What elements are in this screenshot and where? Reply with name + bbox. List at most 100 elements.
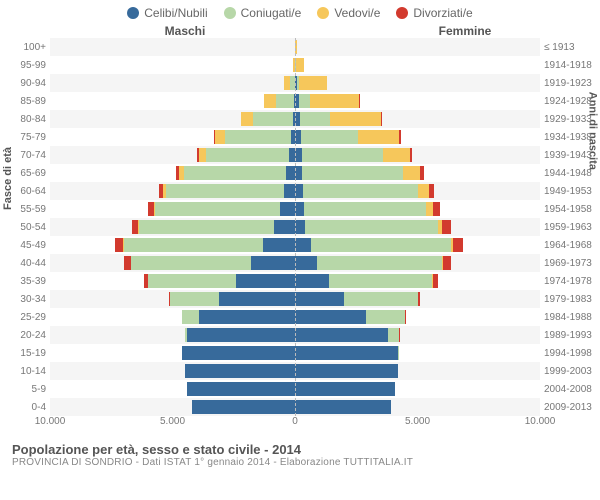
- header-male: Maschi: [0, 24, 320, 38]
- bar-male: [241, 112, 295, 126]
- seg-divorziati: [433, 274, 438, 288]
- birth-year-label: 1919-1923: [544, 78, 598, 89]
- seg-vedovi: [264, 94, 276, 108]
- x-tick: 0: [292, 416, 298, 427]
- legend-label: Coniugati/e: [241, 6, 302, 20]
- seg-celibi: [295, 328, 388, 342]
- seg-celibi: [295, 166, 302, 180]
- seg-coniugati: [182, 310, 199, 324]
- seg-coniugati: [302, 166, 402, 180]
- seg-vedovi: [284, 76, 291, 90]
- seg-vedovi: [403, 166, 420, 180]
- legend-item: Vedovi/e: [317, 6, 380, 20]
- seg-vedovi: [383, 148, 410, 162]
- seg-celibi: [295, 238, 311, 252]
- seg-celibi: [185, 364, 295, 378]
- bar-female: [295, 310, 406, 324]
- bar-female: [295, 76, 327, 90]
- bar-male: [187, 382, 295, 396]
- x-tick: 5.000: [405, 416, 430, 427]
- seg-coniugati: [184, 166, 287, 180]
- seg-celibi: [295, 310, 366, 324]
- bar-male: [214, 130, 295, 144]
- seg-coniugati: [299, 94, 310, 108]
- age-label: 95-99: [2, 60, 46, 71]
- x-tick: 5.000: [160, 416, 185, 427]
- chart-footer: Popolazione per età, sesso e stato civil…: [12, 442, 600, 468]
- x-axis: 10.0005.00005.00010.000: [50, 416, 540, 436]
- seg-celibi: [295, 184, 303, 198]
- seg-coniugati: [300, 112, 329, 126]
- legend-item: Divorziati/e: [396, 6, 472, 20]
- seg-coniugati: [398, 346, 399, 360]
- legend-label: Celibi/Nubili: [144, 6, 207, 20]
- age-label: 65-69: [2, 168, 46, 179]
- birth-year-label: 1999-2003: [544, 366, 598, 377]
- legend-item: Coniugati/e: [224, 6, 302, 20]
- seg-celibi: [295, 220, 305, 234]
- seg-coniugati: [329, 274, 432, 288]
- seg-divorziati: [442, 220, 451, 234]
- age-label: 60-64: [2, 186, 46, 197]
- bar-female: [295, 274, 438, 288]
- seg-coniugati: [166, 184, 284, 198]
- seg-divorziati: [410, 148, 412, 162]
- age-label: 100+: [2, 42, 46, 53]
- bar-female: [295, 256, 451, 270]
- bar-female: [295, 364, 398, 378]
- bar-female: [295, 202, 440, 216]
- plot-area: 100+≤ 191395-991914-191890-941919-192385…: [50, 38, 540, 416]
- age-label: 85-89: [2, 96, 46, 107]
- age-label: 50-54: [2, 222, 46, 233]
- seg-coniugati: [139, 220, 274, 234]
- birth-year-label: 2004-2008: [544, 384, 598, 395]
- seg-celibi: [295, 400, 391, 414]
- seg-celibi: [295, 256, 317, 270]
- bar-male: [264, 94, 295, 108]
- birth-year-label: 1969-1973: [544, 258, 598, 269]
- bar-female: [295, 238, 463, 252]
- age-label: 45-49: [2, 240, 46, 251]
- legend-item: Celibi/Nubili: [127, 6, 207, 20]
- header-female: Femmine: [320, 24, 600, 38]
- column-headers: Maschi Femmine: [0, 24, 600, 38]
- chart-title: Popolazione per età, sesso e stato civil…: [12, 442, 600, 457]
- seg-coniugati: [305, 220, 437, 234]
- bar-male: [176, 166, 295, 180]
- seg-celibi: [251, 256, 295, 270]
- bar-female: [295, 184, 434, 198]
- seg-vedovi: [241, 112, 253, 126]
- bar-female: [295, 382, 395, 396]
- bar-male: [159, 184, 295, 198]
- seg-coniugati: [206, 148, 289, 162]
- birth-year-label: 1974-1978: [544, 276, 598, 287]
- age-label: 40-44: [2, 258, 46, 269]
- birth-year-label: 2009-2013: [544, 402, 598, 413]
- seg-coniugati: [344, 292, 418, 306]
- age-label: 90-94: [2, 78, 46, 89]
- birth-year-label: 1994-1998: [544, 348, 598, 359]
- seg-celibi: [286, 166, 295, 180]
- seg-coniugati: [148, 274, 236, 288]
- legend-dot: [224, 7, 236, 19]
- seg-celibi: [236, 274, 295, 288]
- bar-female: [295, 166, 424, 180]
- seg-divorziati: [381, 112, 382, 126]
- age-label: 10-14: [2, 366, 46, 377]
- seg-divorziati: [132, 220, 139, 234]
- birth-year-label: 1954-1958: [544, 204, 598, 215]
- seg-coniugati: [303, 184, 418, 198]
- legend-label: Divorziati/e: [413, 6, 472, 20]
- seg-coniugati: [124, 238, 264, 252]
- x-tick: 10.000: [525, 416, 556, 427]
- bar-female: [295, 346, 399, 360]
- bar-male: [182, 346, 295, 360]
- seg-vedovi: [215, 130, 225, 144]
- seg-divorziati: [429, 184, 434, 198]
- seg-celibi: [295, 292, 344, 306]
- seg-celibi: [219, 292, 295, 306]
- bar-male: [197, 148, 295, 162]
- legend-dot: [127, 7, 139, 19]
- seg-divorziati: [453, 238, 463, 252]
- seg-celibi: [295, 346, 398, 360]
